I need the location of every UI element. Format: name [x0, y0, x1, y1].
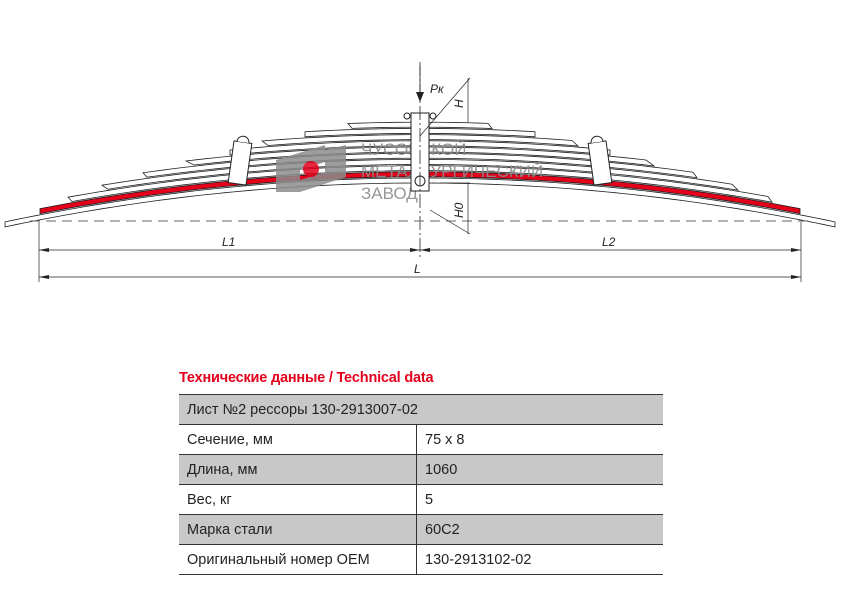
- row-label: Сечение, мм: [179, 424, 417, 455]
- row-value: 60С2: [416, 514, 663, 545]
- tech-data-title: Технические данные / Technical data: [179, 370, 434, 386]
- row-label: Оригинальный номер OEM: [179, 544, 417, 575]
- table-row: Вес, кг 5: [179, 484, 663, 515]
- height-label: H: [452, 99, 466, 108]
- watermark-logo: [276, 145, 346, 192]
- logo-right-shape: [300, 145, 346, 192]
- spring-leaf: [229, 140, 611, 156]
- row-value: 1060: [416, 454, 663, 485]
- logo-dot: [303, 161, 319, 177]
- force-label: Pк: [430, 82, 445, 96]
- l1-label: L1: [222, 235, 235, 249]
- leaf-spring-drawing: ЧУСОВСКОЙ МЕТАЛЛУРГИЧЕСКИЙ ЗАВОД Pк H H0…: [4, 62, 836, 282]
- left-clamp: [227, 135, 253, 186]
- l-label: L: [414, 262, 421, 276]
- table-row: Длина, мм 1060: [179, 454, 663, 485]
- row-label: Марка стали: [179, 514, 417, 545]
- watermark-line2: МЕТАЛЛУРГИЧЕСКИЙ: [361, 162, 543, 181]
- row-value: 130-2913102-02: [416, 544, 663, 575]
- table-header: Лист №2 рессоры 130-2913007-02: [179, 394, 663, 425]
- table-header-row: Лист №2 рессоры 130-2913007-02: [179, 394, 663, 425]
- logo-left-shape: [276, 145, 325, 192]
- right-clamp: [587, 135, 613, 186]
- table-row: Оригинальный номер OEM 130-2913102-02: [179, 544, 663, 575]
- l2-label: L2: [602, 235, 616, 249]
- row-value: 5: [416, 484, 663, 515]
- watermark-text: ЧУСОВСКОЙ МЕТАЛЛУРГИЧЕСКИЙ ЗАВОД: [361, 140, 543, 203]
- row-label: Длина, мм: [179, 454, 417, 485]
- row-value: 75 x 8: [416, 424, 663, 455]
- watermark-line3: ЗАВОД: [361, 184, 418, 203]
- tech-data-table: Лист №2 рессоры 130-2913007-02 Сечение, …: [179, 394, 663, 575]
- height0-label: H0: [452, 202, 466, 218]
- row-label: Вес, кг: [179, 484, 417, 515]
- table-row: Сечение, мм 75 x 8: [179, 424, 663, 455]
- table-row: Марка стали 60С2: [179, 514, 663, 545]
- spring-leaf: [260, 134, 580, 147]
- force-arrow: [416, 92, 424, 102]
